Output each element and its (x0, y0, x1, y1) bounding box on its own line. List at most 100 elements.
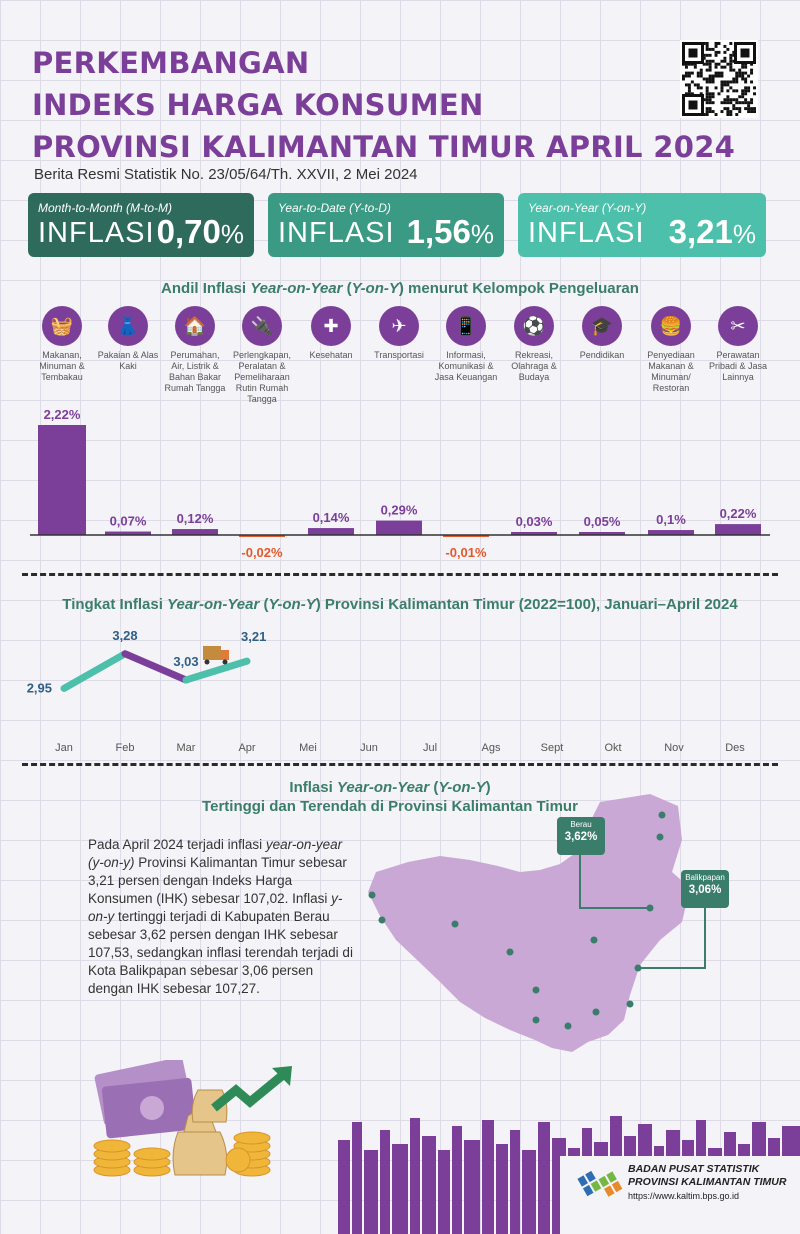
inflation-card: Year-on-Year (Y-on-Y) INFLASI 3,21% (518, 193, 766, 257)
card-label: INFLASI (278, 217, 395, 249)
bar (308, 528, 354, 535)
month-tick-label: Jul (423, 742, 437, 754)
line-segment (60, 650, 129, 692)
bar (172, 529, 218, 535)
category-item: 🔌 Perlengkapan, Peralatan & Pemeliharaan … (230, 306, 294, 405)
category-label: Pendidikan (579, 350, 625, 360)
divider (22, 763, 778, 766)
divider (22, 573, 778, 576)
line-segment (121, 650, 190, 684)
bar-label: 0,14% (313, 510, 350, 525)
category-label: Informasi, Komunikasi & Jasa Keuangan (434, 350, 498, 382)
football-player-icon: ⚽ (514, 306, 554, 346)
point-label: 3,21 (241, 629, 266, 644)
inflation-card: Month-to-Month (M-to-M) INFLASI 0,70% (28, 193, 254, 257)
category-label: Pakaian & Alas Kaki (97, 350, 159, 371)
title-line-1: PERKEMBANGAN (32, 46, 310, 80)
category-label: Rekreasi, Olahraga & Budaya (511, 350, 557, 382)
phone-icon: 📱 (446, 306, 486, 346)
category-label: Perawatan Pribadi & Jasa Lainnya (708, 350, 768, 382)
qr-code-icon[interactable] (680, 40, 758, 118)
card-value: 3,21% (668, 213, 756, 250)
iron-icon: 🔌 (242, 306, 282, 346)
bar-label: 0,07% (110, 514, 147, 529)
line-segment (182, 657, 251, 684)
house-icon: 🏠 (175, 306, 215, 346)
dress-icon: 👗 (108, 306, 148, 346)
month-tick-label: Mar (177, 742, 196, 754)
month-tick-label: Nov (664, 742, 684, 754)
category-item: 👗 Pakaian & Alas Kaki (96, 306, 160, 372)
bar (579, 532, 625, 535)
point-label: 2,95 (27, 680, 52, 695)
bar-label: -0,01% (445, 545, 487, 560)
point-label: 3,03 (173, 654, 198, 669)
summary-paragraph: Pada April 2024 terjadi inflasi year-on-… (88, 837, 353, 996)
month-tick-label: Mei (299, 742, 317, 754)
category-item: 🍔 Penyediaan Makanan & Minuman/ Restoran (639, 306, 703, 394)
bar (511, 532, 557, 535)
card-tag: Year-to-Date (Y-to-D) (278, 201, 391, 215)
bps-url-link[interactable]: https://www.kaltim.bps.go.id (628, 1191, 740, 1201)
bar-label: 0,12% (177, 511, 214, 526)
month-tick-label: Jun (360, 742, 378, 754)
bar-label: 2,22% (44, 407, 81, 422)
month-tick-label: Jan (55, 742, 73, 754)
bps-org-name: BADAN PUSAT STATISTIK PROVINSI KALIMANTA… (628, 1163, 787, 1188)
card-tag: Month-to-Month (M-to-M) (38, 201, 173, 215)
card-value: 0,70% (156, 213, 244, 250)
category-item: ✂ Perawatan Pribadi & Jasa Lainnya (706, 306, 770, 383)
bar (38, 425, 86, 535)
section-title-trend: Tingkat Inflasi Year-on-Year (Y-on-Y) Pr… (62, 596, 738, 613)
category-item: ⚽ Rekreasi, Olahraga & Budaya (502, 306, 566, 383)
month-tick-label: Ags (482, 742, 501, 754)
bar (715, 524, 761, 535)
section-title-contribution: Andil Inflasi Year-on-Year (Y-on-Y) menu… (161, 280, 639, 297)
category-label: Makanan, Minuman & Tembakau (39, 350, 85, 382)
card-label: INFLASI (528, 217, 645, 249)
callout-berau: Berau 3,62% (557, 817, 605, 855)
category-label: Perlengkapan, Peralatan & Pemeliharaan R… (232, 350, 292, 404)
point-label: 3,28 (112, 628, 137, 643)
section-title-regional: Inflasi Year-on-Year (Y-on-Y) Tertinggi … (202, 779, 578, 815)
inflation-card: Year-to-Date (Y-to-D) INFLASI 1,56% (268, 193, 504, 257)
card-tag: Year-on-Year (Y-on-Y) (528, 201, 647, 215)
card-label: INFLASI (38, 217, 155, 249)
month-tick-label: Sept (541, 742, 564, 754)
bar-label: -0,02% (241, 545, 283, 560)
card-value: 1,56% (406, 213, 494, 250)
category-item: ✚ Kesehatan (299, 306, 363, 361)
province-shape (368, 794, 690, 1052)
month-tick-label: Apr (238, 742, 255, 754)
yoy-line-chart: Jan Feb Mar Apr Mei Jun Jul Ags Sept Okt Nov Des 2,9… (27, 628, 746, 754)
bar-label: 0,05% (584, 514, 621, 529)
graduation-cap-icon: 🎓 (582, 306, 622, 346)
category-label: Kesehatan (309, 350, 353, 360)
subtitle: Berita Resmi Statistik No. 23/05/64/Th. … (34, 166, 418, 183)
money-illustration (93, 1060, 292, 1177)
month-tick-label: Des (725, 742, 745, 754)
contribution-bar-chart: 2,22% 0,07% 0,12% -0,02% 0,14% 0,29% -0,01% 0,0… (30, 407, 770, 560)
category-item: 🏠 Perumahan, Air, Listrik & Bahan Bakar R… (163, 306, 227, 394)
bar-label: 0,03% (516, 514, 553, 529)
bar (648, 530, 694, 535)
bar-label: 0,1% (656, 512, 686, 527)
category-item: 🧺 Makanan, Minuman & Tembakau (30, 306, 94, 383)
category-label: Transportasi (374, 350, 424, 360)
bar (443, 535, 489, 537)
bar (239, 535, 285, 537)
airplane-icon: ✈ (379, 306, 419, 346)
category-item: 📱 Informasi, Komunikasi & Jasa Keuangan (434, 306, 498, 383)
first-aid-icon: ✚ (311, 306, 351, 346)
fast-food-icon: 🍔 (651, 306, 691, 346)
month-tick-label: Okt (604, 742, 621, 754)
kaltim-map (368, 794, 706, 1052)
callout-balikpapan: Balikpapan 3,06% (681, 870, 729, 908)
month-tick-label: Feb (116, 742, 135, 754)
scissors-comb-icon: ✂ (718, 306, 758, 346)
bar-label: 0,29% (381, 503, 418, 518)
title-line-2: INDEKS HARGA KONSUMEN (32, 88, 484, 122)
bar (105, 531, 151, 535)
delivery-truck-icon (203, 646, 229, 665)
title-line-3: PROVINSI KALIMANTAN TIMUR APRIL 2024 (32, 130, 736, 164)
